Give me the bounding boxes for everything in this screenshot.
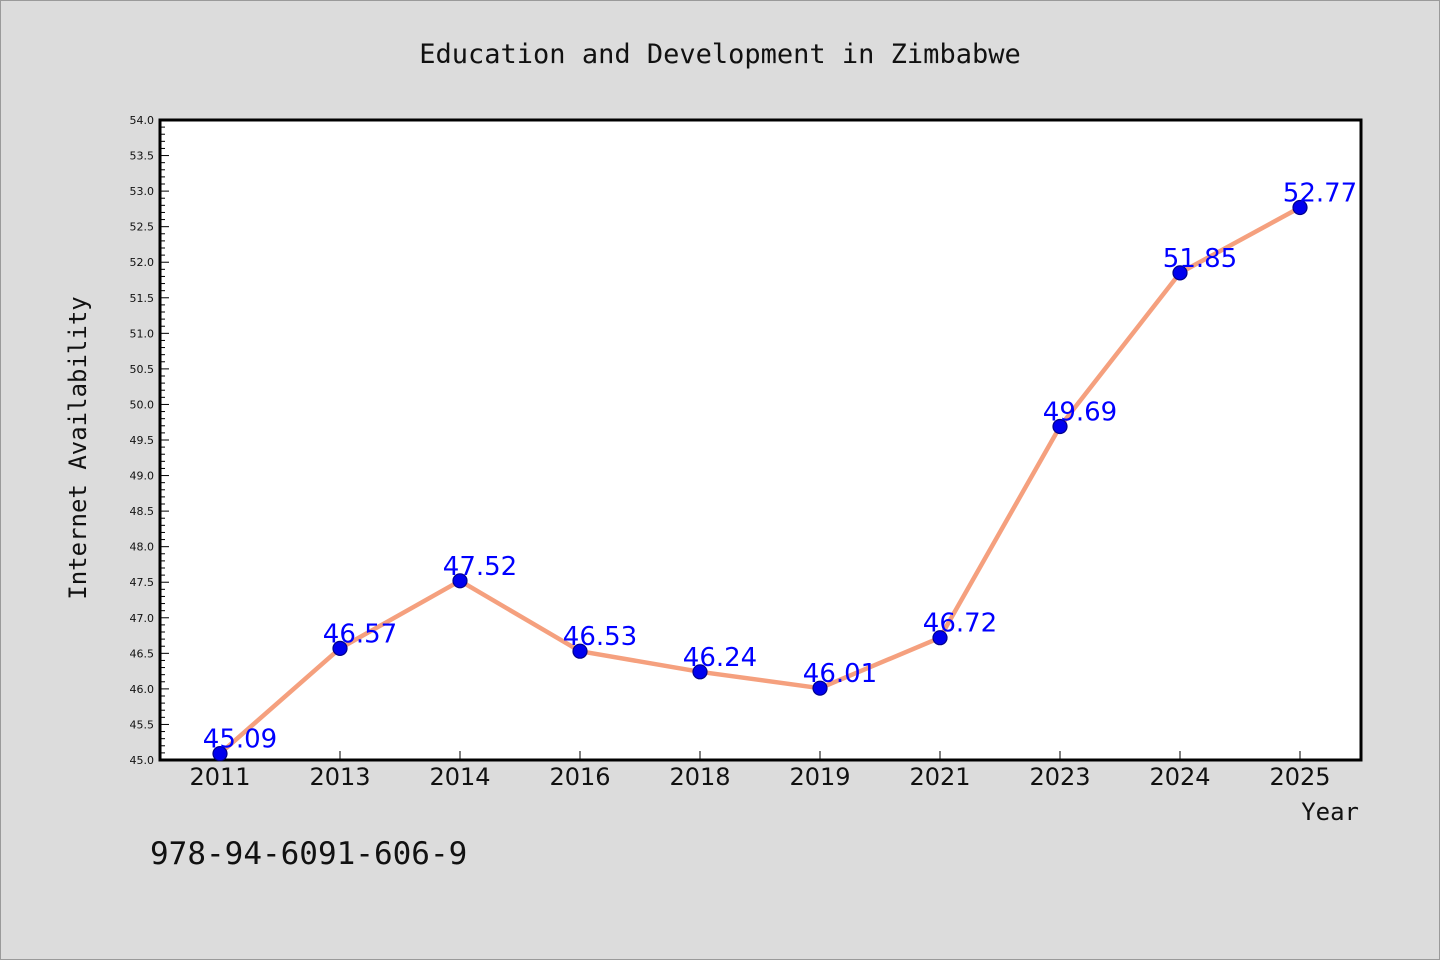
data-point bbox=[692, 664, 708, 680]
data-points bbox=[212, 199, 1308, 762]
data-label: 46.01 bbox=[803, 659, 877, 689]
y-tick-label: 45.5 bbox=[130, 718, 155, 731]
x-tick-label: 2018 bbox=[669, 763, 730, 791]
y-tick-label: 54.0 bbox=[130, 114, 155, 127]
data-label: 46.53 bbox=[563, 622, 637, 652]
data-label: 52.77 bbox=[1283, 178, 1357, 208]
y-tick-label: 53.5 bbox=[130, 150, 155, 163]
y-tick-label: 53.0 bbox=[130, 185, 155, 198]
y-axis-label: Internet Availability bbox=[64, 296, 92, 599]
data-point bbox=[932, 630, 948, 646]
data-label: 46.72 bbox=[923, 609, 997, 639]
x-axis-label: Year bbox=[1301, 798, 1359, 826]
data-label: 51.85 bbox=[1163, 244, 1237, 274]
data-label: 49.69 bbox=[1043, 397, 1117, 427]
data-label: 45.09 bbox=[203, 725, 277, 755]
data-label: 46.24 bbox=[683, 643, 757, 673]
data-point bbox=[1292, 199, 1308, 216]
y-tick-label: 51.5 bbox=[130, 292, 155, 305]
x-tick-label: 2025 bbox=[1269, 763, 1330, 791]
data-point bbox=[812, 680, 828, 696]
x-tick-label: 2013 bbox=[309, 763, 370, 791]
y-tick-label: 50.0 bbox=[130, 398, 155, 411]
footer-code: 978-94-6091-606-9 bbox=[150, 836, 467, 872]
data-point bbox=[212, 745, 228, 762]
y-tick-label: 49.5 bbox=[130, 434, 155, 447]
series-line bbox=[218, 205, 1302, 756]
y-tick-label: 46.5 bbox=[130, 647, 155, 660]
y-axis: 45.0 45.5 46.0 46.5 47.0 47.5 48.0 48.5 49.0 49.5… bbox=[130, 114, 169, 767]
y-tick-label: 52.5 bbox=[130, 221, 155, 234]
chart-title: Education and Development in Zimbabwe bbox=[419, 39, 1020, 70]
data-label: 47.52 bbox=[443, 552, 517, 582]
x-tick-label: 2019 bbox=[789, 763, 850, 791]
x-tick-label: 2011 bbox=[189, 763, 250, 791]
y-tick-label: 47.5 bbox=[130, 576, 155, 589]
y-tick-label: 48.0 bbox=[130, 541, 155, 554]
y-tick-label: 46.0 bbox=[130, 683, 155, 696]
y-tick-label: 51.0 bbox=[130, 327, 155, 340]
data-point bbox=[572, 643, 588, 659]
data-point bbox=[1172, 265, 1188, 281]
plot-area bbox=[158, 118, 1363, 762]
y-tick-label: 47.0 bbox=[130, 612, 155, 625]
x-tick-label: 2021 bbox=[909, 763, 970, 791]
x-tick-label: 2016 bbox=[549, 763, 610, 791]
x-tick-label: 2023 bbox=[1029, 763, 1090, 791]
x-tick-label: 2014 bbox=[429, 763, 490, 791]
y-tick-label: 45.0 bbox=[130, 754, 155, 767]
y-tick-label: 49.0 bbox=[130, 470, 155, 483]
x-axis: 2011 2013 2014 2016 2018 2019 2021 2023 2024 2025 bbox=[189, 751, 1331, 791]
series-polyline bbox=[218, 205, 1302, 756]
y-tick-label: 52.0 bbox=[130, 256, 155, 269]
data-point bbox=[1052, 418, 1068, 435]
data-point bbox=[452, 573, 468, 589]
y-tick-label: 48.5 bbox=[130, 505, 155, 518]
data-label: 46.57 bbox=[323, 619, 397, 649]
x-tick-label: 2024 bbox=[1149, 763, 1210, 791]
data-point bbox=[332, 640, 348, 656]
y-tick-label: 50.5 bbox=[130, 363, 155, 376]
data-labels: 45.09 46.57 47.52 46.53 46.24 46.01 46.72 49.69… bbox=[203, 178, 1357, 754]
